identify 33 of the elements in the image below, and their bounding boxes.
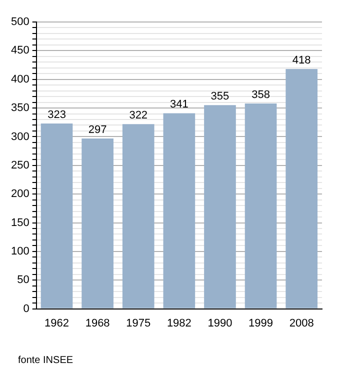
y-tick-label: 250 (10, 159, 30, 172)
data-label: 418 (292, 54, 311, 67)
y-tick-label: 400 (10, 73, 30, 86)
x-tick-label: 1990 (208, 317, 232, 330)
bar (40, 124, 73, 308)
y-tick-label: 300 (10, 130, 30, 143)
data-label: 341 (170, 98, 188, 111)
y-tick-label: 50 (17, 274, 30, 286)
y-tick-label: 100 (10, 245, 30, 258)
x-tick-label: 1968 (85, 317, 110, 330)
x-tick-label: 1982 (166, 317, 192, 330)
x-tick-label: 1975 (126, 317, 151, 330)
bar (204, 105, 236, 308)
x-tick-label: 2008 (289, 317, 314, 330)
data-label: 358 (252, 88, 270, 101)
data-label: 355 (210, 90, 230, 103)
y-tick-label: 150 (10, 216, 30, 229)
y-tick-label: 200 (10, 188, 30, 200)
x-tick-label: 1962 (44, 317, 69, 330)
y-tick-label: 500 (10, 16, 30, 28)
source-note: fonte INSEE (18, 355, 74, 366)
x-tick-label: 1999 (248, 317, 274, 330)
bar (244, 103, 277, 308)
bar (122, 124, 154, 308)
data-label: 323 (48, 109, 66, 122)
y-tick-label: 450 (10, 44, 30, 57)
bar (163, 113, 196, 308)
bar (286, 69, 318, 308)
data-label: 322 (129, 110, 148, 122)
data-label: 297 (88, 124, 107, 136)
y-tick-label: 350 (10, 102, 30, 114)
y-tick-label: 0 (23, 302, 30, 315)
bar (82, 138, 114, 308)
